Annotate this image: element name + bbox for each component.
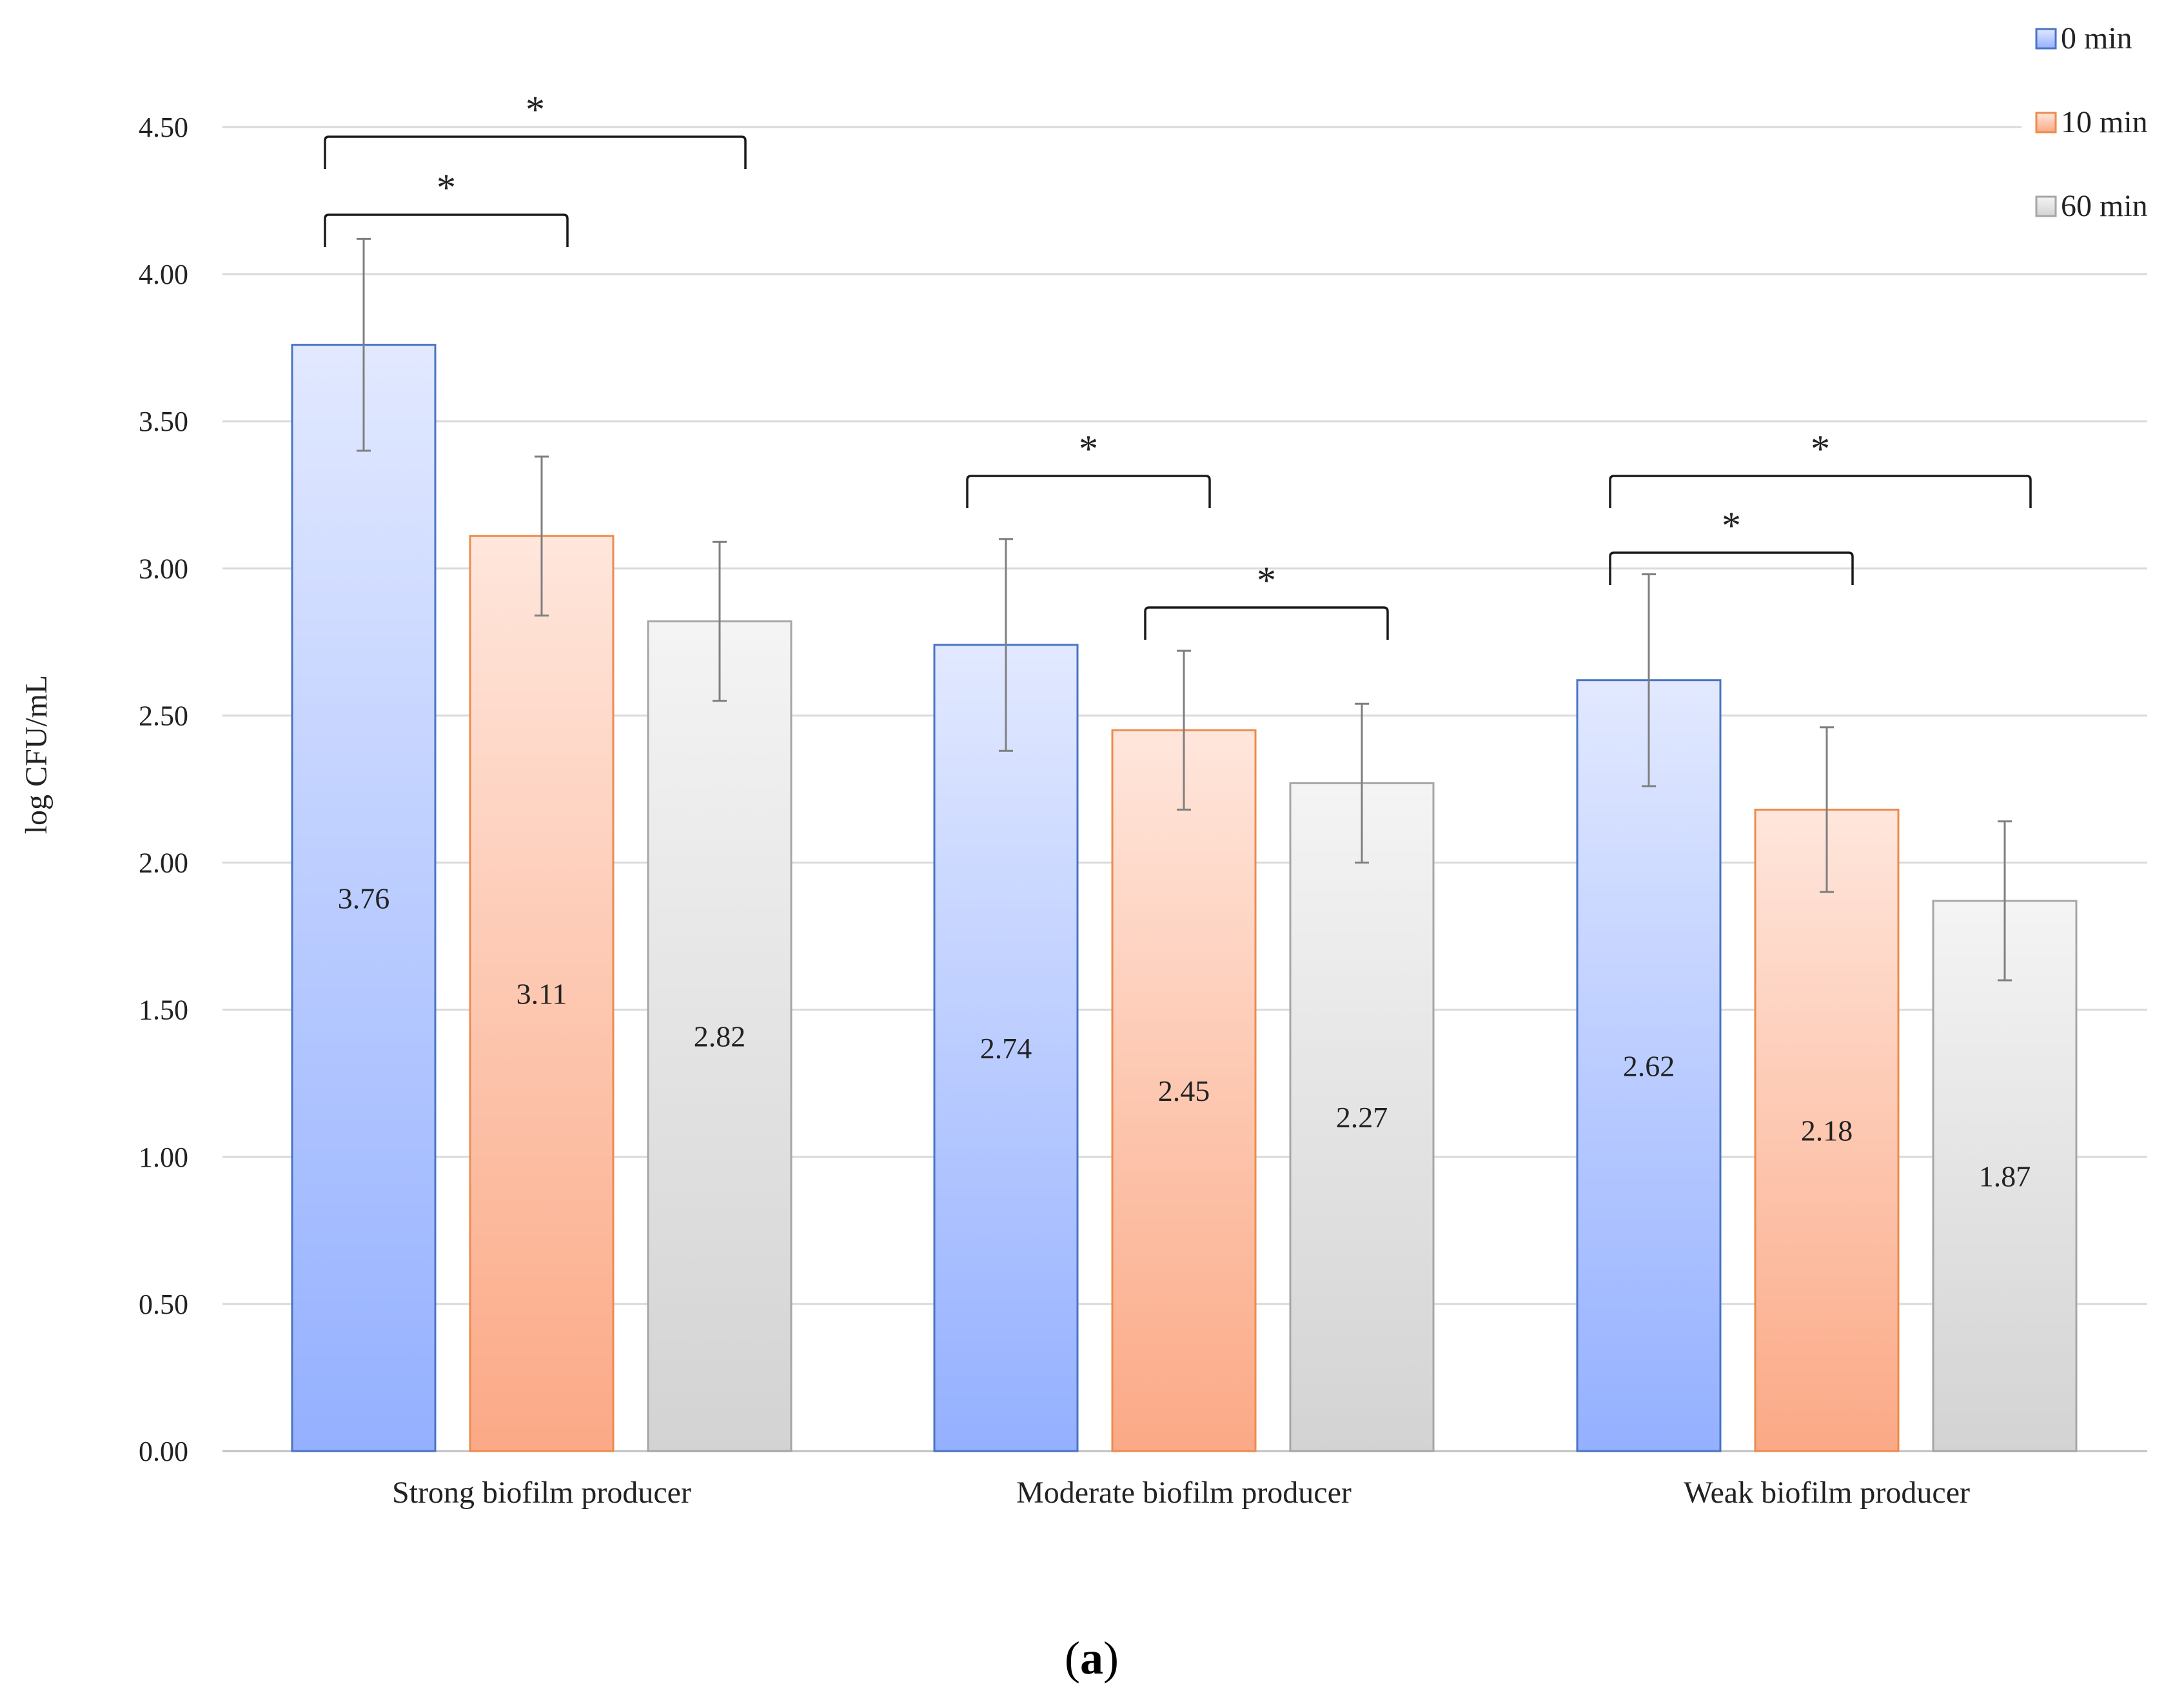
significance-bracket: * xyxy=(966,428,1211,508)
y-axis-ticks: 0.00 0.50 1.00 1.50 2.00 2.50 3.00 3.50 4.00 4.50 xyxy=(139,112,188,1467)
subfigure-label: (a) xyxy=(1065,1632,1119,1684)
error-bar xyxy=(1820,726,1834,893)
x-axis-categories: Strong biofilm producer Moderate biofilm … xyxy=(392,1476,1970,1510)
category-label: Strong biofilm producer xyxy=(392,1476,691,1510)
bar-60-min-moderate-biofilm-producer xyxy=(1289,782,1435,1452)
legend-item-0-min: 0 min xyxy=(2035,21,2132,55)
data-label: 1.87 xyxy=(1979,1160,2031,1192)
y-tick-label: 0.00 xyxy=(139,1436,188,1467)
bar-10-min-moderate-biofilm-producer xyxy=(1111,729,1257,1452)
y-tick-label: 4.50 xyxy=(139,112,188,143)
error-bar xyxy=(713,540,727,702)
data-label: 2.45 xyxy=(1158,1074,1210,1107)
y-tick-label: 3.50 xyxy=(139,406,188,437)
data-label: 2.18 xyxy=(1801,1114,1853,1147)
data-labels: 3.76 2.74 2.62 3.11 2.45 2.18 2.82 2.27 1.87 xyxy=(338,882,2031,1192)
bar-10-min-strong-biofilm-producer xyxy=(469,535,615,1452)
significance-star: * xyxy=(437,166,456,209)
legend-swatch xyxy=(2035,28,2057,50)
legend-label: 60 min xyxy=(2061,189,2148,223)
significance-bracket: * xyxy=(324,166,569,247)
y-tick-label: 1.00 xyxy=(139,1142,188,1173)
error-bar xyxy=(999,538,1013,752)
y-tick-label: 1.50 xyxy=(139,994,188,1026)
y-axis-label: log CFU/mL xyxy=(19,675,54,835)
legend-swatch xyxy=(2035,195,2057,217)
y-tick-label: 3.00 xyxy=(139,553,188,584)
bar-60-min-weak-biofilm-producer xyxy=(1932,900,2078,1452)
legend-item-60-min: 60 min xyxy=(2035,189,2148,223)
error-bar xyxy=(535,455,549,617)
data-label: 2.82 xyxy=(694,1020,746,1053)
data-label: 2.74 xyxy=(980,1032,1032,1065)
legend-label: 10 min xyxy=(2061,105,2148,139)
significance-bracket: * xyxy=(1609,428,2032,508)
significance-brackets: * * * * * * xyxy=(324,88,2032,640)
data-label: 2.62 xyxy=(1623,1049,1675,1082)
y-tick-label: 2.50 xyxy=(139,700,188,731)
bars xyxy=(291,344,2078,1452)
data-label: 2.27 xyxy=(1336,1101,1388,1134)
legend-swatch xyxy=(2035,112,2057,133)
significance-star: * xyxy=(526,88,545,131)
significance-bracket: * xyxy=(324,88,747,169)
error-bar xyxy=(1355,702,1369,864)
error-bar xyxy=(1177,649,1191,811)
bar-0-min-moderate-biofilm-producer xyxy=(933,644,1079,1452)
error-bars xyxy=(357,237,2012,982)
significance-bracket: * xyxy=(1609,504,1854,585)
significance-star: * xyxy=(1079,428,1098,470)
error-bar xyxy=(1998,820,2012,982)
category-label: Weak biofilm producer xyxy=(1684,1476,1970,1510)
legend-item-10-min: 10 min xyxy=(2035,105,2148,139)
bar-0-min-weak-biofilm-producer xyxy=(1576,679,1722,1452)
significance-star: * xyxy=(1811,428,1830,470)
significance-star: * xyxy=(1722,504,1741,547)
error-bar xyxy=(1642,573,1656,787)
data-label: 3.76 xyxy=(338,882,390,914)
y-tick-label: 4.00 xyxy=(139,259,188,290)
y-tick-label: 0.50 xyxy=(139,1289,188,1320)
significance-bracket: * xyxy=(1144,559,1389,640)
significance-star: * xyxy=(1257,559,1276,602)
bar-60-min-strong-biofilm-producer xyxy=(647,620,792,1452)
legend: 0 min 10 min 60 min xyxy=(2035,21,2148,223)
legend-label: 0 min xyxy=(2061,21,2132,55)
y-tick-label: 2.00 xyxy=(139,847,188,879)
error-bar xyxy=(357,237,371,452)
data-label: 3.11 xyxy=(516,978,567,1011)
bar-10-min-weak-biofilm-producer xyxy=(1754,808,1900,1452)
category-label: Moderate biofilm producer xyxy=(1016,1476,1352,1510)
